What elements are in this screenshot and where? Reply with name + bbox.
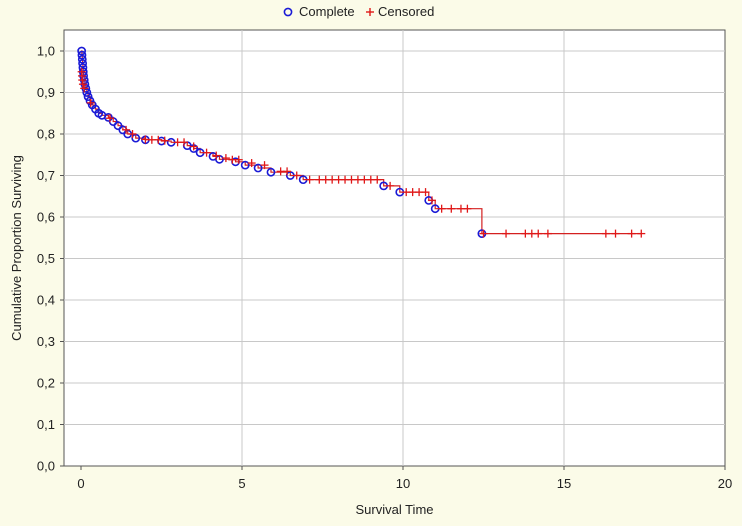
censored-point	[479, 229, 488, 238]
y-tick-label: 0,9	[37, 85, 55, 100]
censored-point	[234, 155, 243, 164]
censored-point	[180, 138, 189, 147]
censored-point	[202, 148, 211, 157]
grid	[64, 30, 725, 466]
censored-point	[221, 154, 230, 163]
complete-point	[77, 50, 87, 60]
censored-point	[292, 171, 301, 180]
censored-point	[212, 151, 221, 160]
complete-point	[77, 54, 87, 64]
censored-point	[437, 204, 446, 213]
censored-point	[260, 161, 269, 170]
x-tick-label: 15	[557, 476, 571, 491]
censored-point	[373, 175, 382, 184]
y-tick-label: 0,2	[37, 376, 55, 391]
censored-point	[86, 98, 95, 107]
censored-point	[427, 196, 436, 205]
y-tick-label: 0,6	[37, 210, 55, 225]
censored-point	[543, 229, 552, 238]
censored-point	[105, 114, 114, 123]
complete-point	[266, 167, 276, 177]
legend-complete-label: Complete	[299, 4, 355, 19]
censored-point	[421, 188, 430, 197]
complete-point	[83, 92, 93, 102]
x-tick-label: 10	[396, 476, 410, 491]
y-axis-title: Cumulative Proportion Surviving	[9, 155, 24, 341]
y-tick-label: 0,3	[37, 334, 55, 349]
censored-point	[128, 130, 137, 138]
censored-point	[154, 135, 163, 144]
censored-point	[189, 142, 198, 151]
complete-point	[240, 160, 250, 170]
censored-point	[447, 204, 456, 213]
censored-point	[305, 175, 314, 184]
x-tick-label: 20	[718, 476, 732, 491]
y-tick-label: 0,8	[37, 127, 55, 142]
censored-markers	[77, 67, 646, 238]
censored-point	[78, 80, 87, 89]
censored-point	[463, 204, 472, 213]
complete-point	[77, 46, 87, 56]
legend-complete-marker	[283, 7, 293, 17]
censored-point	[386, 181, 395, 190]
censored-point	[637, 229, 646, 238]
censored-point	[247, 159, 256, 168]
plot-area	[63, 29, 726, 467]
x-axis-title: Survival Time	[355, 502, 433, 517]
censored-point	[502, 229, 511, 238]
censored-point	[534, 229, 543, 238]
y-tick-label: 0,1	[37, 417, 55, 432]
tick-marks	[60, 50, 726, 470]
y-tick-label: 0,7	[37, 168, 55, 183]
y-tick-labels: 0,0 0,1 0,2 0,3 0,4 0,5 0,6 0,7 0,8 0,9 1,0	[37, 44, 55, 474]
complete-point	[253, 163, 263, 173]
censored-point	[283, 167, 292, 176]
y-tick-label: 1,0	[37, 44, 55, 59]
x-tick-label: 0	[77, 476, 84, 491]
censored-point	[160, 136, 169, 145]
y-tick-label: 0,4	[37, 293, 55, 308]
censored-point	[611, 229, 620, 238]
legend-censored-marker	[366, 8, 374, 16]
censored-point	[601, 229, 610, 238]
censored-point	[122, 125, 131, 134]
censored-point	[627, 229, 636, 238]
censored-point	[80, 84, 89, 93]
legend: Complete Censored	[283, 4, 434, 19]
x-tick-labels: 0 5 10 15 20	[77, 476, 732, 491]
y-tick-label: 0,0	[37, 459, 55, 474]
legend-censored-label: Censored	[378, 4, 434, 19]
x-tick-label: 5	[238, 476, 245, 491]
y-tick-label: 0,5	[37, 251, 55, 266]
complete-point	[78, 59, 88, 68]
